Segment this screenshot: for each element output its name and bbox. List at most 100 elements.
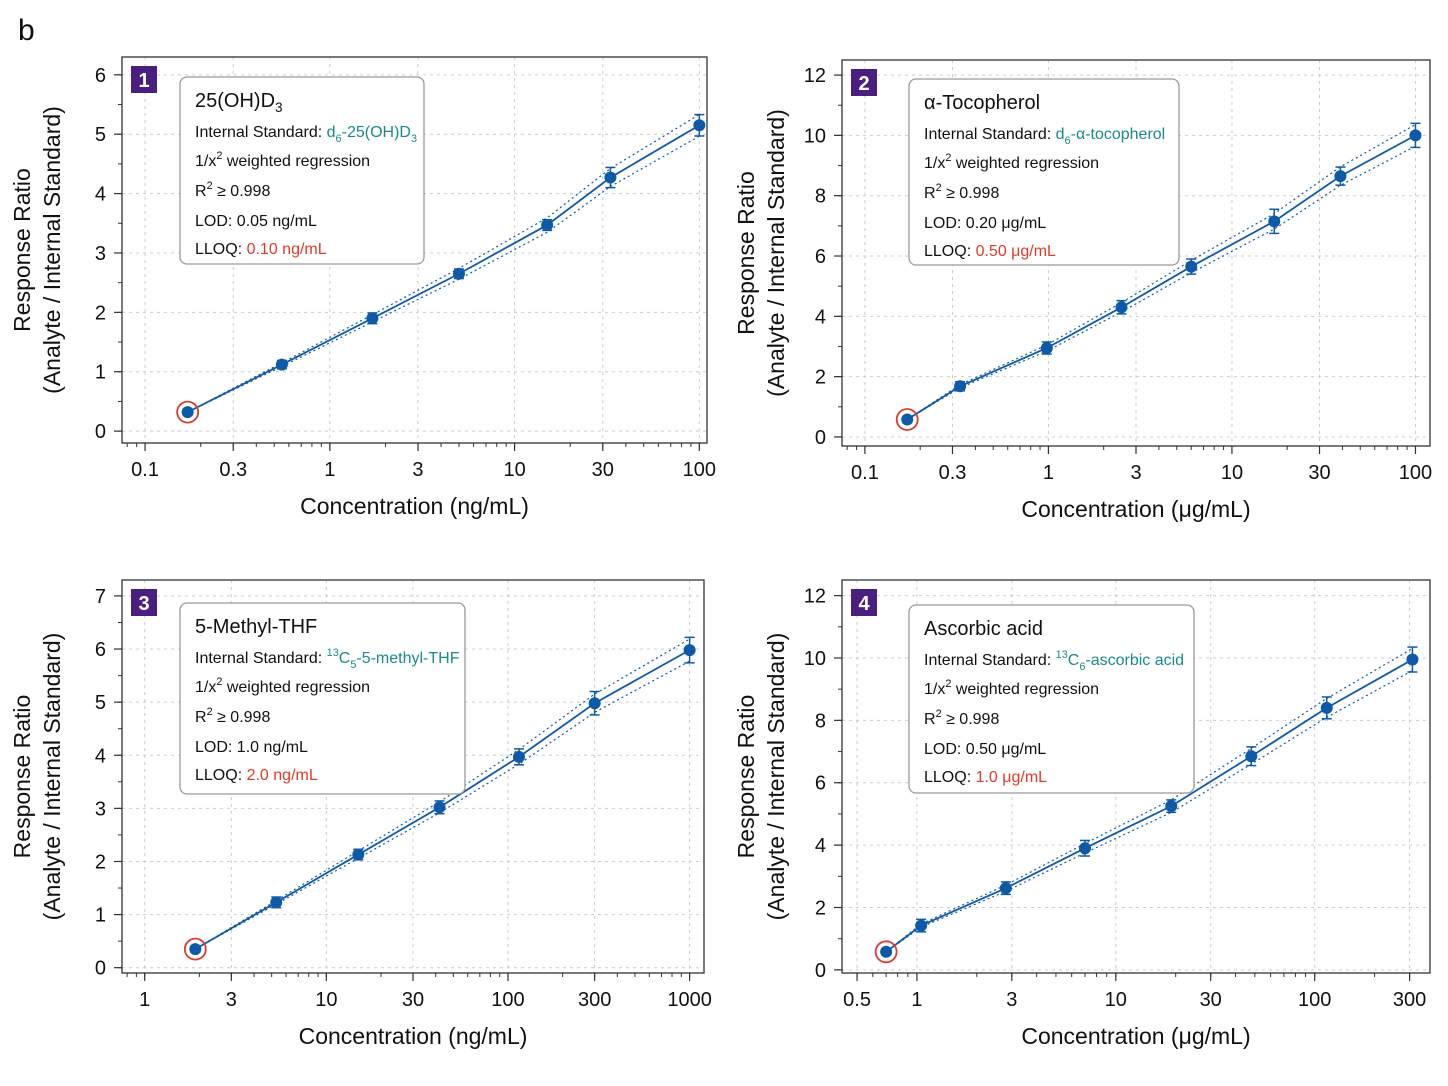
data-point bbox=[604, 166, 617, 189]
data-marker bbox=[1268, 215, 1281, 228]
info-box bbox=[908, 604, 1195, 794]
r-squared-label: R2 ≥ 0.998 bbox=[195, 706, 270, 726]
data-point bbox=[693, 113, 706, 137]
y-tick-label: 5 bbox=[95, 124, 106, 146]
panel-number-badge bbox=[131, 66, 157, 93]
y-axis-title: Response Ratio bbox=[733, 171, 759, 335]
x-tick-label: 3 bbox=[1130, 462, 1141, 484]
data-point bbox=[1165, 799, 1178, 814]
lloq-highlight-circle bbox=[176, 400, 200, 424]
data-marker bbox=[433, 801, 446, 814]
y-tick-label: 7 bbox=[95, 586, 106, 608]
x-tick-label: 10 bbox=[503, 459, 525, 481]
data-marker bbox=[1165, 800, 1178, 813]
lloq-highlight-circle bbox=[183, 937, 207, 961]
data-point bbox=[1320, 696, 1333, 720]
data-marker bbox=[513, 750, 526, 763]
x-tick-label: 1 bbox=[139, 989, 150, 1011]
x-tick-label: 3 bbox=[226, 989, 237, 1011]
data-marker bbox=[1406, 653, 1419, 666]
x-tick-label: 0.1 bbox=[851, 462, 879, 484]
data-point bbox=[874, 940, 898, 964]
y-axis-title: Response Ratio bbox=[9, 168, 35, 332]
data-marker bbox=[588, 697, 601, 710]
y-tick-label: 10 bbox=[804, 125, 826, 147]
x-tick-label: 1 bbox=[911, 989, 922, 1011]
chart-panel-1: 0.1 0.3 1 3 10 30 100 0 1 2 3 4 5 6 Concentration (ng/… bbox=[9, 56, 716, 519]
data-point bbox=[915, 918, 928, 933]
data-marker bbox=[1079, 842, 1092, 855]
x-tick-label: 30 bbox=[1200, 989, 1222, 1011]
chart-panel-4: 0.5 1 3 10 30 100 300 0 2 4 6 8 10 12 Concentration (μ… bbox=[733, 579, 1431, 1049]
data-marker bbox=[901, 413, 914, 426]
data-point bbox=[366, 312, 379, 325]
r-squared-label: R2 ≥ 0.998 bbox=[924, 708, 999, 728]
data-marker bbox=[452, 267, 465, 280]
info-box bbox=[179, 76, 425, 265]
regression-line bbox=[906, 134, 1416, 421]
data-point bbox=[270, 896, 283, 909]
x-tick-label: 10 bbox=[1105, 989, 1127, 1011]
analyte-title: 25(OH)D3 bbox=[195, 90, 283, 115]
data-point bbox=[1334, 166, 1347, 186]
y-tick-label: 4 bbox=[815, 835, 826, 857]
data-point bbox=[452, 267, 465, 280]
y-axis-subtitle: (Analyte / Internal Standard) bbox=[763, 633, 789, 921]
plot-frame bbox=[121, 56, 708, 444]
data-marker bbox=[880, 945, 893, 958]
lod-label: LOD: 0.50 μg/mL bbox=[924, 741, 1046, 758]
x-axis-title: Concentration (ng/mL) bbox=[299, 1023, 528, 1049]
x-axis-title: Concentration (μg/mL) bbox=[1021, 1023, 1250, 1049]
regression-line-label: 1/x2 weighted regression bbox=[924, 152, 1099, 172]
y-tick-label: 0 bbox=[815, 960, 826, 982]
lloq-highlight-circle bbox=[895, 408, 919, 431]
x-tick-label: 1 bbox=[1043, 462, 1054, 484]
lod-label: LOD: 0.20 μg/mL bbox=[924, 215, 1046, 232]
data-point bbox=[275, 358, 288, 371]
x-tick-label: 10 bbox=[315, 989, 337, 1011]
y-tick-label: 6 bbox=[815, 246, 826, 268]
data-point bbox=[433, 800, 446, 815]
analyte-title: Ascorbic acid bbox=[924, 618, 1043, 640]
data-marker bbox=[1320, 701, 1333, 714]
x-tick-label: 0.5 bbox=[843, 989, 871, 1011]
data-marker bbox=[541, 219, 554, 232]
y-axis-subtitle: (Analyte / Internal Standard) bbox=[39, 633, 65, 921]
data-point bbox=[954, 380, 967, 393]
y-tick-label: 12 bbox=[804, 586, 826, 608]
panel-number: 4 bbox=[858, 593, 870, 615]
data-marker bbox=[189, 943, 202, 956]
y-tick-label: 0 bbox=[95, 958, 106, 980]
x-tick-label: 100 bbox=[1399, 462, 1432, 484]
data-point bbox=[588, 690, 601, 716]
internal-standard-line: Internal Standard: d6-25(OH)D3 bbox=[195, 124, 417, 145]
internal-standard-line: Internal Standard: 13C6-ascorbic acid bbox=[924, 649, 1184, 673]
panel-number: 2 bbox=[858, 73, 869, 95]
y-tick-label: 8 bbox=[815, 186, 826, 208]
y-tick-label: 1 bbox=[95, 362, 106, 384]
data-marker bbox=[999, 882, 1012, 895]
panel-number-badge bbox=[851, 589, 877, 616]
data-marker bbox=[683, 644, 696, 657]
y-tick-label: 0 bbox=[815, 427, 826, 449]
panel-number-badge bbox=[851, 69, 877, 96]
y-tick-label: 12 bbox=[804, 65, 826, 87]
x-tick-label: 100 bbox=[683, 459, 716, 481]
data-point bbox=[1115, 299, 1128, 315]
panel-number: 1 bbox=[138, 70, 149, 92]
regression-line-label: 1/x2 weighted regression bbox=[195, 676, 370, 696]
x-tick-label: 30 bbox=[402, 989, 424, 1011]
y-tick-label: 2 bbox=[95, 851, 106, 873]
data-point bbox=[513, 748, 526, 766]
y-tick-label: 2 bbox=[815, 367, 826, 389]
regression-line-label: 1/x2 weighted regression bbox=[924, 678, 1099, 698]
y-axis-title: Response Ratio bbox=[733, 695, 759, 859]
y-tick-label: 2 bbox=[815, 898, 826, 920]
x-tick-label: 30 bbox=[1308, 462, 1330, 484]
y-tick-label: 10 bbox=[804, 648, 826, 670]
x-tick-label: 10 bbox=[1221, 462, 1243, 484]
data-marker bbox=[1115, 301, 1128, 314]
y-axis-subtitle: (Analyte / Internal Standard) bbox=[763, 109, 789, 397]
data-point bbox=[1268, 208, 1281, 235]
data-point bbox=[1245, 746, 1258, 767]
